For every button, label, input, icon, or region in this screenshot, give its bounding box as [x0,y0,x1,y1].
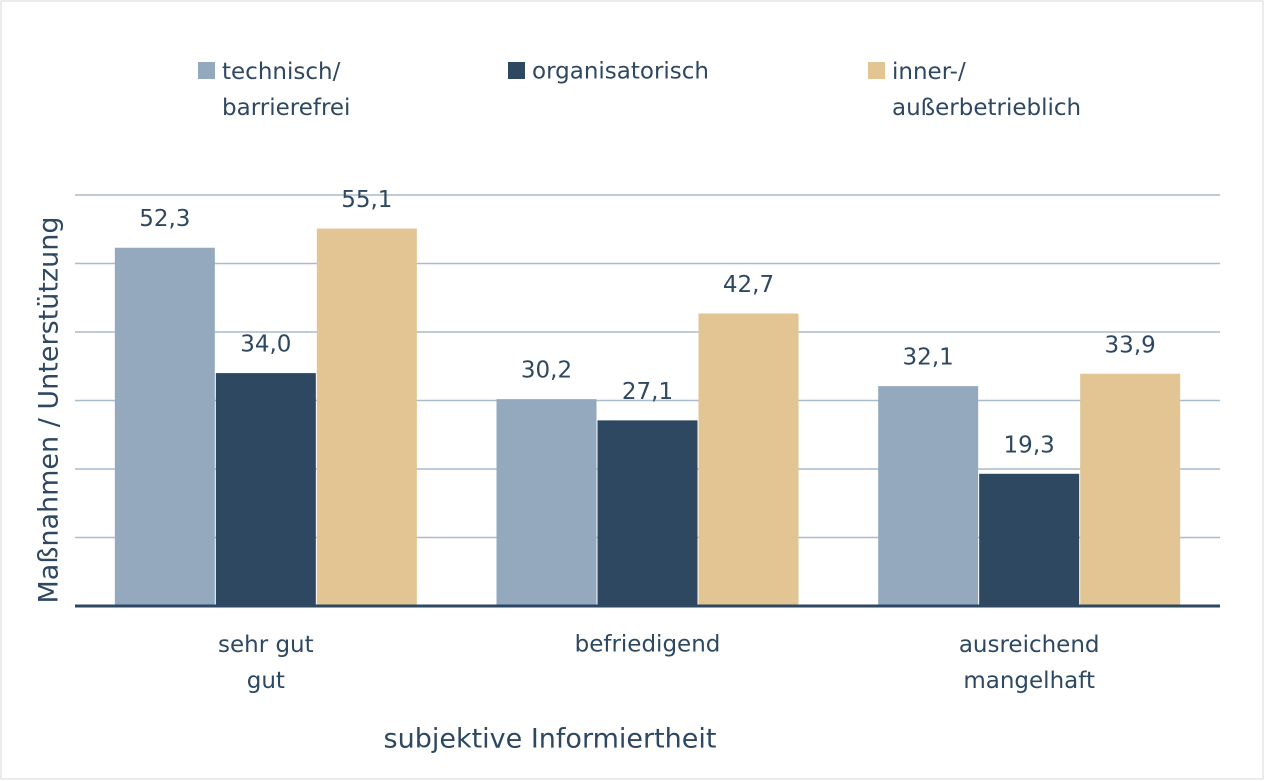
bar [215,373,316,606]
legend-label: inner-/außerbetrieblich [892,59,1081,121]
y-axis-title: Maßnahmen / Unterstützung [34,217,65,604]
data-label: 30,2 [521,358,572,384]
bar [698,313,799,606]
legend-label: organisatorisch [532,59,709,85]
legend-swatch [868,62,885,79]
legend-swatch [508,62,525,79]
data-label: 19,3 [1004,432,1055,458]
bar [496,399,597,606]
data-label: 42,7 [723,272,774,298]
legend-swatch [198,62,215,79]
x-tick-label: befriedigend [575,632,721,658]
data-label: 55,1 [341,187,392,213]
bar [597,420,698,606]
data-label: 34,0 [240,332,291,358]
bar [1080,373,1181,606]
data-label: 33,9 [1105,332,1156,358]
x-tick-label: sehr gut gut [218,632,314,694]
data-label: 27,1 [622,379,673,405]
bar [316,228,417,606]
bar [878,386,979,606]
legend-label: technisch/barrierefrei [222,59,350,121]
bar [979,473,1080,606]
data-label: 52,3 [139,206,190,232]
bar [114,247,215,606]
x-tick-label: ausreichend mangelhaft [959,632,1100,694]
x-axis-title: subjektive Informiertheit [384,724,717,755]
data-label: 32,1 [903,345,954,371]
